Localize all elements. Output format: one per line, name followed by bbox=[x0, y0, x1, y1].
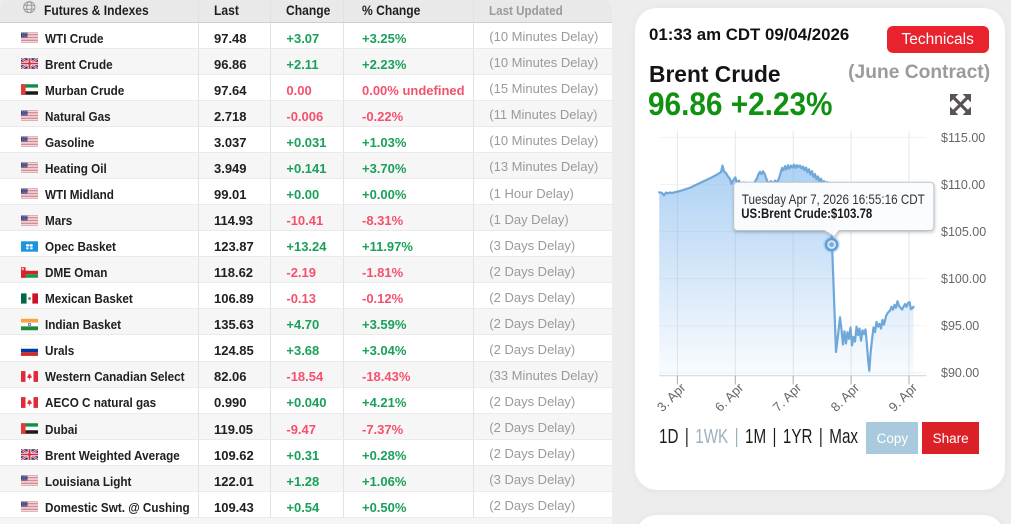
svg-text:$90.00: $90.00 bbox=[941, 366, 979, 380]
svg-text:$115.00: $115.00 bbox=[941, 131, 985, 145]
svg-text:6. Apr: 6. Apr bbox=[712, 380, 747, 415]
svg-text:$110.00: $110.00 bbox=[941, 178, 985, 192]
svg-text:$100.00: $100.00 bbox=[941, 272, 986, 286]
svg-text:US:Brent Crude:$103.78: US:Brent Crude:$103.78 bbox=[741, 205, 872, 221]
svg-text:$105.00: $105.00 bbox=[941, 225, 986, 239]
svg-text:Tuesday Apr 7, 2026 16:55:16 C: Tuesday Apr 7, 2026 16:55:16 CDT bbox=[742, 191, 925, 207]
svg-text:8. Apr: 8. Apr bbox=[828, 380, 863, 415]
svg-text:3. Apr: 3. Apr bbox=[654, 380, 689, 415]
svg-text:9. Apr: 9. Apr bbox=[885, 380, 920, 415]
svg-text:$95.00: $95.00 bbox=[941, 319, 979, 333]
svg-text:7. Apr: 7. Apr bbox=[770, 380, 805, 415]
